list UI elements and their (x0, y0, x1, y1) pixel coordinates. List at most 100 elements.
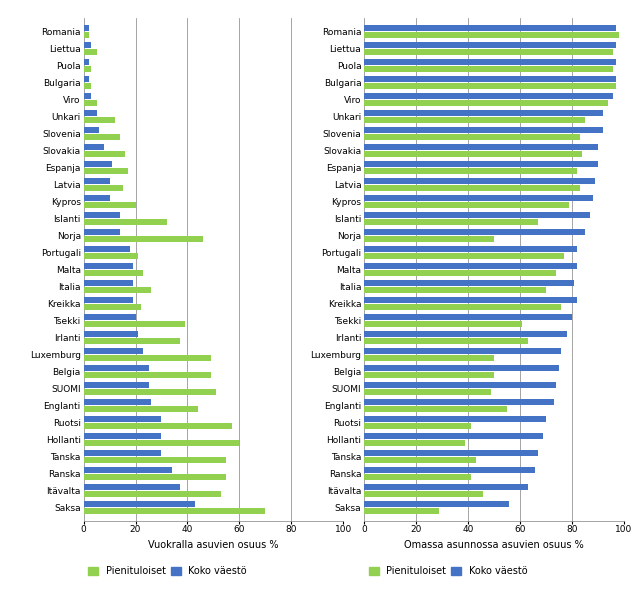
Bar (364, 287, 546, 293)
Bar (84, 321, 185, 326)
Bar (84, 246, 131, 252)
Bar (364, 117, 584, 123)
Bar (84, 93, 91, 99)
Bar (84, 423, 231, 429)
Bar (364, 59, 616, 65)
Bar (84, 331, 138, 337)
Bar (364, 144, 598, 150)
Bar (84, 185, 123, 190)
Bar (84, 491, 221, 497)
Bar (364, 501, 509, 507)
Bar (364, 66, 613, 72)
Bar (84, 406, 198, 412)
Bar (84, 25, 89, 31)
Bar (84, 49, 96, 55)
X-axis label: Omassa asunnossa asuvien osuus %: Omassa asunnossa asuvien osuus % (404, 540, 584, 550)
Bar (84, 151, 125, 157)
Bar (364, 32, 619, 38)
Bar (84, 202, 136, 208)
Bar (84, 76, 89, 82)
Bar (364, 25, 616, 31)
Bar (84, 236, 203, 242)
Bar (84, 213, 120, 218)
Bar (84, 457, 226, 463)
Bar (364, 219, 538, 225)
Bar (364, 349, 561, 354)
Bar (364, 270, 556, 276)
Bar (364, 457, 476, 463)
Bar (364, 202, 569, 208)
Bar (84, 161, 112, 167)
Bar (84, 297, 133, 303)
Bar (84, 508, 266, 514)
Bar (84, 349, 143, 354)
Bar (84, 485, 179, 490)
Bar (84, 280, 133, 286)
Bar (84, 59, 89, 65)
Bar (364, 321, 522, 326)
Bar (364, 128, 603, 134)
Bar (364, 213, 590, 218)
Bar (84, 314, 136, 320)
Bar (84, 433, 161, 439)
Bar (84, 32, 89, 38)
Bar (364, 485, 528, 490)
Bar (84, 229, 120, 235)
Bar (364, 338, 528, 344)
Bar (364, 440, 466, 446)
Bar (84, 100, 96, 106)
Bar (364, 474, 471, 480)
Bar (84, 501, 195, 507)
Bar (364, 416, 546, 422)
Bar (364, 382, 556, 388)
Bar (84, 110, 96, 116)
Bar (364, 179, 595, 184)
Bar (364, 246, 577, 252)
Bar (84, 253, 138, 259)
Bar (364, 76, 616, 82)
Bar (364, 331, 566, 337)
Bar (84, 134, 120, 140)
Bar (84, 365, 149, 371)
Bar (364, 297, 577, 303)
Bar (364, 168, 577, 174)
Bar (84, 474, 226, 480)
Bar (364, 491, 484, 497)
Bar (84, 43, 91, 49)
Bar (364, 151, 582, 157)
Bar (84, 450, 161, 456)
Bar (364, 433, 543, 439)
Bar (84, 389, 216, 395)
Bar (364, 185, 579, 190)
Bar (364, 423, 471, 429)
Bar (84, 219, 167, 225)
Bar (84, 304, 141, 310)
Bar (364, 389, 491, 395)
Bar (364, 236, 494, 242)
Bar (364, 280, 574, 286)
Bar (364, 406, 507, 412)
Bar (84, 168, 128, 174)
Bar (84, 195, 109, 201)
Bar (364, 508, 439, 514)
Bar (84, 66, 91, 72)
Bar (364, 229, 584, 235)
Bar (84, 83, 91, 89)
Bar (364, 43, 616, 49)
Bar (84, 117, 114, 123)
Bar (84, 264, 133, 270)
Bar (84, 372, 211, 378)
Bar (84, 355, 211, 361)
Bar (84, 338, 179, 344)
Bar (364, 100, 608, 106)
Bar (364, 134, 579, 140)
Bar (364, 372, 494, 378)
Bar (364, 49, 613, 55)
Bar (364, 83, 616, 89)
Bar (364, 467, 536, 473)
Bar (84, 179, 109, 184)
Legend: Pienituloiset, Koko väestö: Pienituloiset, Koko väestö (369, 566, 527, 576)
Bar (364, 195, 593, 201)
Bar (84, 144, 104, 150)
Bar (84, 416, 161, 422)
